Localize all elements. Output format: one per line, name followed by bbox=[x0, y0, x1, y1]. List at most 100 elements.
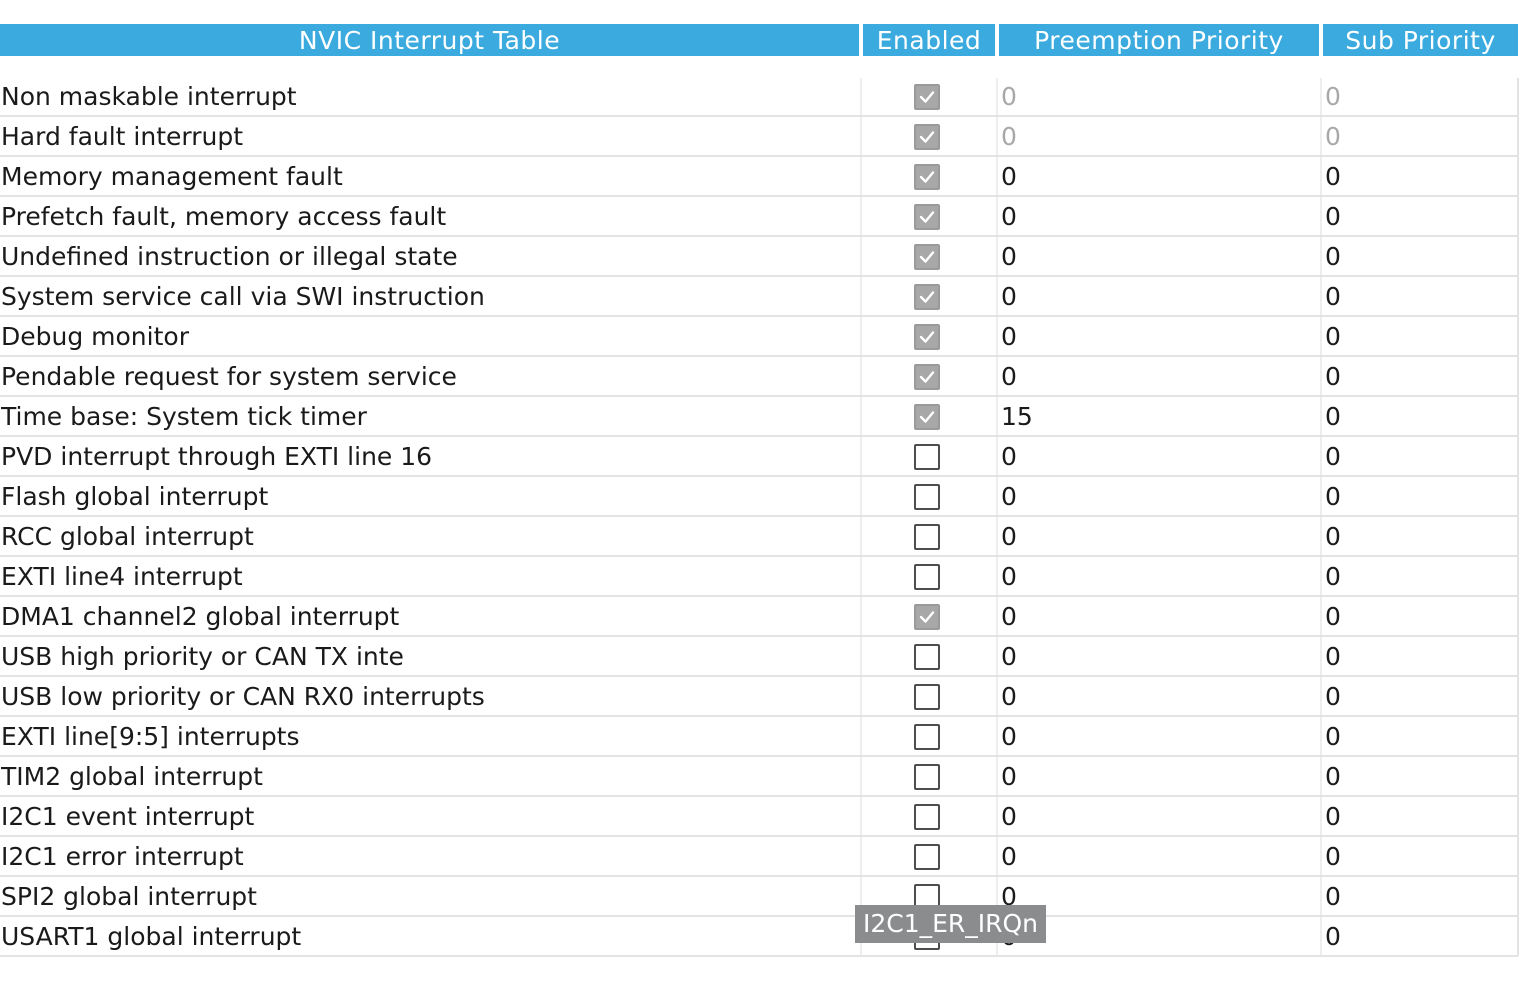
enabled-checkbox[interactable] bbox=[914, 684, 940, 710]
preemption-priority-value[interactable]: 0 bbox=[1001, 722, 1017, 751]
column-header-preemption-priority[interactable]: Preemption Priority bbox=[999, 24, 1319, 56]
sub-priority-value[interactable]: 0 bbox=[1325, 762, 1341, 791]
sub-priority-value[interactable]: 0 bbox=[1325, 802, 1341, 831]
table-row[interactable]: SPI2 global interrupt 0 0 bbox=[0, 877, 1518, 917]
sub-priority-value[interactable]: 0 bbox=[1325, 842, 1341, 871]
preemption-priority-value[interactable]: 0 bbox=[1001, 362, 1017, 391]
preemption-priority-value[interactable]: 0 bbox=[1001, 322, 1017, 351]
enabled-cell bbox=[914, 524, 940, 550]
table-row[interactable]: Non maskable interrupt 0 0 bbox=[0, 77, 1518, 117]
sub-priority-value[interactable]: 0 bbox=[1325, 722, 1341, 751]
enabled-checkbox[interactable] bbox=[914, 244, 940, 270]
enabled-cell bbox=[914, 244, 940, 270]
sub-priority-value[interactable]: 0 bbox=[1325, 162, 1341, 191]
enabled-checkbox[interactable] bbox=[914, 204, 940, 230]
preemption-priority-value[interactable]: 0 bbox=[1001, 682, 1017, 711]
table-row[interactable]: I2C1 event interrupt 0 0 bbox=[0, 797, 1518, 837]
enabled-checkbox[interactable] bbox=[914, 604, 940, 630]
enabled-cell bbox=[914, 564, 940, 590]
sub-priority-value[interactable]: 0 bbox=[1325, 682, 1341, 711]
enabled-checkbox[interactable] bbox=[914, 324, 940, 350]
sub-priority-value[interactable]: 0 bbox=[1325, 482, 1341, 511]
preemption-priority-value[interactable]: 0 bbox=[1001, 482, 1017, 511]
enabled-checkbox[interactable] bbox=[914, 404, 940, 430]
enabled-cell bbox=[914, 164, 940, 190]
table-row[interactable]: Undefined instruction or illegal state 0 0 bbox=[0, 237, 1518, 277]
preemption-priority-value[interactable]: 0 bbox=[1001, 242, 1017, 271]
table-row[interactable]: EXTI line[9:5] interrupts 0 0 bbox=[0, 717, 1518, 757]
enabled-checkbox bbox=[914, 124, 940, 150]
preemption-priority-value[interactable]: 0 bbox=[1001, 642, 1017, 671]
preemption-priority-value[interactable]: 0 bbox=[1001, 882, 1017, 911]
enabled-checkbox[interactable] bbox=[914, 564, 940, 590]
table-row[interactable]: USB low priority or CAN RX0 interrupts 0 0 bbox=[0, 677, 1518, 717]
interrupt-name: Prefetch fault, memory access fault bbox=[1, 202, 447, 231]
interrupt-name: I2C1 error interrupt bbox=[1, 842, 244, 871]
table-row[interactable]: Debug monitor 0 0 bbox=[0, 317, 1518, 357]
table-row[interactable]: Memory management fault 0 0 bbox=[0, 157, 1518, 197]
table-row[interactable]: Prefetch fault, memory access fault 0 0 bbox=[0, 197, 1518, 237]
enabled-checkbox[interactable] bbox=[914, 804, 940, 830]
enabled-cell bbox=[914, 204, 940, 230]
interrupt-name: Memory management fault bbox=[1, 162, 343, 191]
preemption-priority-value[interactable]: 0 bbox=[1001, 917, 1311, 955]
enabled-checkbox[interactable] bbox=[914, 484, 940, 510]
preemption-priority-value[interactable]: 0 bbox=[1001, 562, 1017, 591]
enabled-checkbox[interactable] bbox=[914, 164, 940, 190]
preemption-priority-value[interactable]: 0 bbox=[1001, 602, 1017, 631]
enabled-cell bbox=[914, 404, 940, 430]
sub-priority-value[interactable]: 0 bbox=[1325, 602, 1341, 631]
sub-priority-value[interactable]: 0 bbox=[1325, 642, 1341, 671]
sub-priority-value[interactable]: 0 bbox=[1325, 202, 1341, 231]
sub-priority-value[interactable]: 0 bbox=[1325, 362, 1341, 391]
enabled-checkbox[interactable] bbox=[914, 284, 940, 310]
table-row[interactable]: RCC global interrupt 0 0 bbox=[0, 517, 1518, 557]
table-row[interactable]: Hard fault interrupt 0 0 bbox=[0, 117, 1518, 157]
table-row[interactable]: PVD interrupt through EXTI line 16 0 0 bbox=[0, 437, 1518, 477]
table-row[interactable]: USB high priority or CAN TX inte 0 0 bbox=[0, 637, 1518, 677]
table-row[interactable]: Flash global interrupt 0 0 bbox=[0, 477, 1518, 517]
sub-priority-value[interactable]: 0 bbox=[1325, 282, 1341, 311]
preemption-priority-value[interactable]: 0 bbox=[1001, 282, 1017, 311]
table-row[interactable]: I2C1 error interrupt 0 0 bbox=[0, 837, 1518, 877]
preemption-priority-value[interactable]: 0 bbox=[1001, 762, 1017, 791]
preemption-priority-value[interactable]: 0 bbox=[1001, 522, 1017, 551]
table-row[interactable]: USART1 global interrupt 00 bbox=[0, 917, 1518, 957]
enabled-cell bbox=[914, 324, 940, 350]
sub-priority-value[interactable]: 0 bbox=[1325, 242, 1341, 271]
preemption-priority-value[interactable]: 0 bbox=[1001, 842, 1017, 871]
table-row[interactable]: DMA1 channel2 global interrupt 0 0 bbox=[0, 597, 1518, 637]
preemption-priority-value[interactable]: 0 bbox=[1001, 442, 1017, 471]
preemption-priority-value[interactable]: 0 bbox=[1001, 802, 1017, 831]
sub-priority-value[interactable]: 0 bbox=[1325, 522, 1341, 551]
enabled-checkbox[interactable] bbox=[914, 364, 940, 390]
enabled-checkbox[interactable] bbox=[914, 444, 940, 470]
column-header-enabled[interactable]: Enabled bbox=[863, 24, 995, 56]
sub-priority-value[interactable]: 0 bbox=[1325, 562, 1341, 591]
sub-priority-value[interactable]: 0 bbox=[1325, 442, 1341, 471]
interrupt-name: Hard fault interrupt bbox=[1, 122, 244, 151]
enabled-checkbox[interactable] bbox=[914, 724, 940, 750]
column-header-nvic-interrupt-table[interactable]: NVIC Interrupt Table bbox=[0, 24, 859, 56]
sub-priority-value[interactable]: 0 bbox=[1325, 322, 1341, 351]
sub-priority-value[interactable]: 0 bbox=[1325, 922, 1341, 951]
sub-priority-value[interactable]: 0 bbox=[1325, 402, 1341, 431]
enabled-checkbox[interactable] bbox=[914, 644, 940, 670]
checkmark-icon bbox=[919, 91, 935, 103]
table-row[interactable]: Pendable request for system service 0 0 bbox=[0, 357, 1518, 397]
interrupt-name: Time base: System tick timer bbox=[1, 402, 367, 431]
enabled-checkbox[interactable] bbox=[914, 524, 940, 550]
preemption-priority-value[interactable]: 15 bbox=[1001, 402, 1033, 431]
preemption-priority-value[interactable]: 0 bbox=[1001, 162, 1017, 191]
table-row[interactable]: TIM2 global interrupt 0 0 bbox=[0, 757, 1518, 797]
sub-priority-value: 0 bbox=[1325, 82, 1341, 111]
preemption-priority-value[interactable]: 0 bbox=[1001, 202, 1017, 231]
table-row[interactable]: Time base: System tick timer 15 0 bbox=[0, 397, 1518, 437]
interrupt-name: Debug monitor bbox=[1, 322, 189, 351]
column-header-sub-priority[interactable]: Sub Priority bbox=[1323, 24, 1518, 56]
enabled-checkbox[interactable] bbox=[914, 844, 940, 870]
sub-priority-value[interactable]: 0 bbox=[1325, 882, 1341, 911]
table-row[interactable]: System service call via SWI instruction 0… bbox=[0, 277, 1518, 317]
enabled-checkbox[interactable] bbox=[914, 764, 940, 790]
table-row[interactable]: EXTI line4 interrupt 0 0 bbox=[0, 557, 1518, 597]
